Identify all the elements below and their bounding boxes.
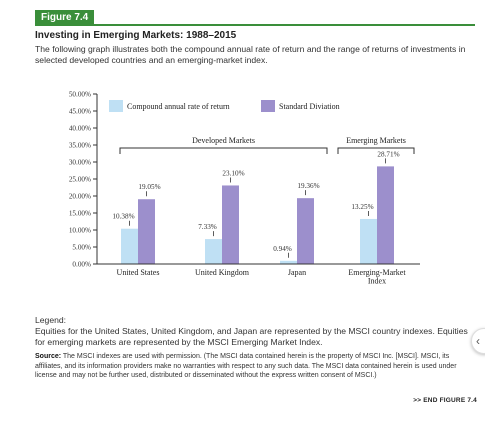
x-category-label: Japan: [288, 268, 306, 277]
data-label: 10.38%: [112, 213, 134, 221]
x-category-label: Index: [368, 277, 386, 286]
legend-label-return: Compound annual rate of return: [127, 102, 230, 111]
source-note: Source: The MSCI indexes are used with p…: [35, 352, 475, 381]
y-tick-label: 15.00%: [69, 210, 91, 218]
market-group-brackets: Developed Markets Emerging Markets: [119, 136, 415, 154]
source-label: Source:: [35, 353, 62, 360]
data-label: 28.71%: [377, 150, 399, 158]
bars: 10.38% 19.05% 7.33% 23.10% 0.94% 19.36% 13.25%…: [112, 150, 400, 264]
y-tick-label: 10.00%: [69, 227, 91, 235]
x-category-label: Emerging-Market: [348, 268, 406, 277]
figure-tab: Figure 7.4: [35, 10, 95, 25]
data-label: 19.36%: [297, 182, 319, 190]
y-tick-label: 5.00%: [72, 244, 91, 252]
data-label: 0.94%: [273, 245, 292, 253]
deviation-bar-4: [377, 166, 394, 264]
scroll-button[interactable]: ‹: [471, 328, 485, 354]
y-tick-label: 20.00%: [69, 193, 91, 201]
end-figure-marker: >> END FIGURE 7.4: [413, 397, 477, 404]
source-text: The MSCI indexes are used with permissio…: [35, 353, 457, 380]
data-label: 7.33%: [198, 223, 217, 231]
y-tick-label: 45.00%: [69, 108, 91, 116]
return-bar-2: [205, 239, 222, 264]
data-label: 23.10%: [222, 169, 244, 177]
legend-description: Equities for the United States, United K…: [35, 326, 468, 347]
bracket-line: [119, 147, 328, 154]
figure-rule: [35, 24, 475, 26]
y-tick-label: 25.00%: [69, 176, 91, 184]
x-axis-labels: United States United Kingdom Japan Emerging…: [97, 263, 420, 286]
y-tick-label: 30.00%: [69, 159, 91, 167]
figure-description: The following graph illustrates both the…: [35, 44, 466, 65]
data-label: 13.25%: [351, 203, 373, 211]
return-bar-1: [121, 228, 138, 264]
legend-swatch-return: [109, 100, 123, 112]
y-axis: 0.00% 5.00% 10.00% 15.00% 20.00% 25.00% 30.00%…: [69, 91, 98, 269]
y-tick-label: 40.00%: [69, 125, 91, 133]
x-category-label: United Kingdom: [195, 268, 250, 277]
deviation-bar-3: [297, 198, 314, 264]
data-label: 19.05%: [138, 183, 160, 191]
bracket-label: Emerging Markets: [346, 136, 406, 145]
chart-legend: Compound annual rate of return Standard D…: [109, 100, 340, 112]
y-tick-label: 0.00%: [72, 261, 91, 269]
bracket-label: Developed Markets: [192, 136, 255, 145]
legend-label-deviation: Standard Diviation: [279, 102, 340, 111]
y-tick-label: 35.00%: [69, 142, 91, 150]
return-bar-4: [360, 218, 377, 264]
x-category-label: United States: [117, 268, 160, 277]
bar-chart: 0.00% 5.00% 10.00% 15.00% 20.00% 25.00% 30.00%…: [69, 91, 420, 286]
deviation-bar-2: [222, 185, 239, 264]
y-tick-label: 50.00%: [69, 91, 91, 99]
legend-heading: Legend:: [35, 315, 67, 325]
return-bar-3: [280, 260, 297, 264]
legend-swatch-deviation: [261, 100, 275, 112]
bracket-line: [337, 147, 415, 154]
deviation-bar-1: [138, 199, 155, 264]
figure-title: Investing in Emerging Markets: 1988–2015: [35, 30, 237, 41]
